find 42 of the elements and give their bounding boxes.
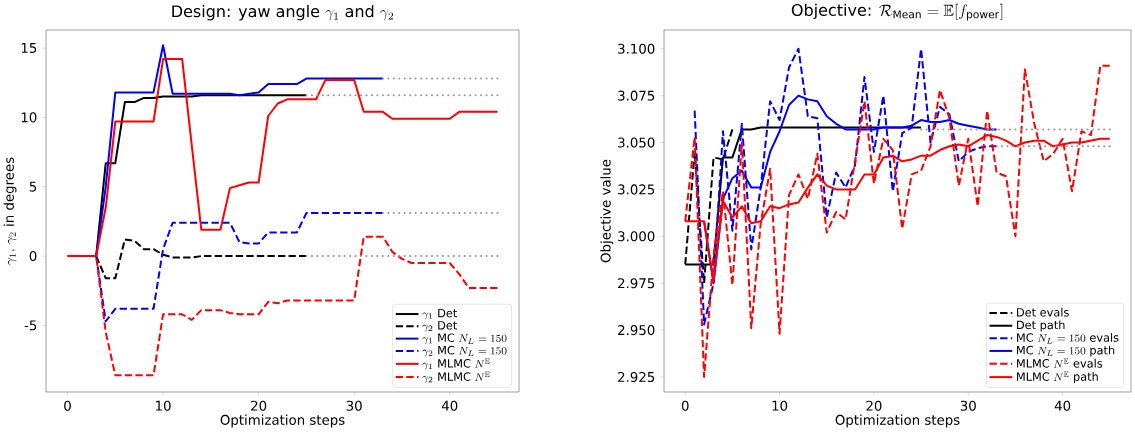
legend-label: $\text{MLMC }N^{\mathbb{E}}\text{ evals}$ <box>1017 358 1103 368</box>
y-tick-label: 2.975 <box>618 278 655 289</box>
legend-label: $\gamma_1\text{ MLMC }N^{\mathbb{E}}$ <box>422 358 490 370</box>
y-axis-title: Objective value <box>600 159 614 263</box>
legend-label: $\text{MC }N_L = 150\text{ evals}$ <box>1017 333 1119 344</box>
x-tick-label: 0 <box>64 400 71 411</box>
x-axis-title: Optimization steps <box>835 414 960 428</box>
y-axis-title: $\gamma_1,\,\gamma_2\text{ in degrees}$ <box>3 157 17 265</box>
x-tick-label: 10 <box>772 400 788 411</box>
legend-label: $\gamma_1\text{ MC }N_L = 150$ <box>422 333 507 345</box>
legend-label: $\gamma_2\text{ MC }N_L = 150$ <box>422 345 507 357</box>
y-tick-label: -5 <box>24 320 37 331</box>
y-tick-label: 15 <box>21 43 37 53</box>
legend-label: $\text{MC }N_L = 150\text{ path}$ <box>1017 345 1115 357</box>
x-tick-label: 0 <box>681 400 689 411</box>
y-tick-label: 0 <box>29 251 37 262</box>
legend-label: Det evals <box>1017 307 1069 317</box>
x-tick-label: 40 <box>1054 400 1071 411</box>
legend-label: $\text{MLMC }N^{\mathbb{E}}\text{ path}$ <box>1017 371 1098 384</box>
y-tick-label: 3.025 <box>618 184 655 195</box>
x-tick-label: 30 <box>346 400 362 411</box>
chart-title: $\text{Objective: }\mathcal{R}_{\text{Mean}} = \mathbb{E}[f_{\text{power}}]$ <box>791 3 1003 21</box>
y-tick-label: 3.000 <box>618 231 655 242</box>
x-axis-title: Optimization steps <box>220 414 345 428</box>
x-tick-label: 20 <box>251 400 267 411</box>
y-tick-label: 3.075 <box>618 90 655 101</box>
x-tick-label: 10 <box>156 400 171 411</box>
legend-label: Det path <box>1017 320 1065 332</box>
y-tick-label: 10 <box>21 112 37 123</box>
x-tick-label: 20 <box>866 400 882 411</box>
y-tick-label: 3.050 <box>618 137 655 148</box>
x-tick-label: 30 <box>960 400 976 411</box>
legend-label: $\gamma_2\text{ Det}$ <box>422 321 458 332</box>
chart-title: $\text{Design: yaw angle }\gamma_1\text{ and }\gamma_2$ <box>172 4 394 21</box>
y-tick-label: 3.100 <box>618 43 655 54</box>
y-tick-label: 2.950 <box>618 325 655 336</box>
legend-label: $\gamma_1\text{ Det}$ <box>422 308 458 320</box>
y-tick-label: 5 <box>29 181 37 192</box>
x-tick-label: 40 <box>441 400 458 411</box>
line-series <box>693 47 998 326</box>
legend-label: $\gamma_2\text{ MLMC }N^{\mathbb{E}}$ <box>422 371 490 384</box>
y-tick-label: 2.925 <box>618 371 655 383</box>
